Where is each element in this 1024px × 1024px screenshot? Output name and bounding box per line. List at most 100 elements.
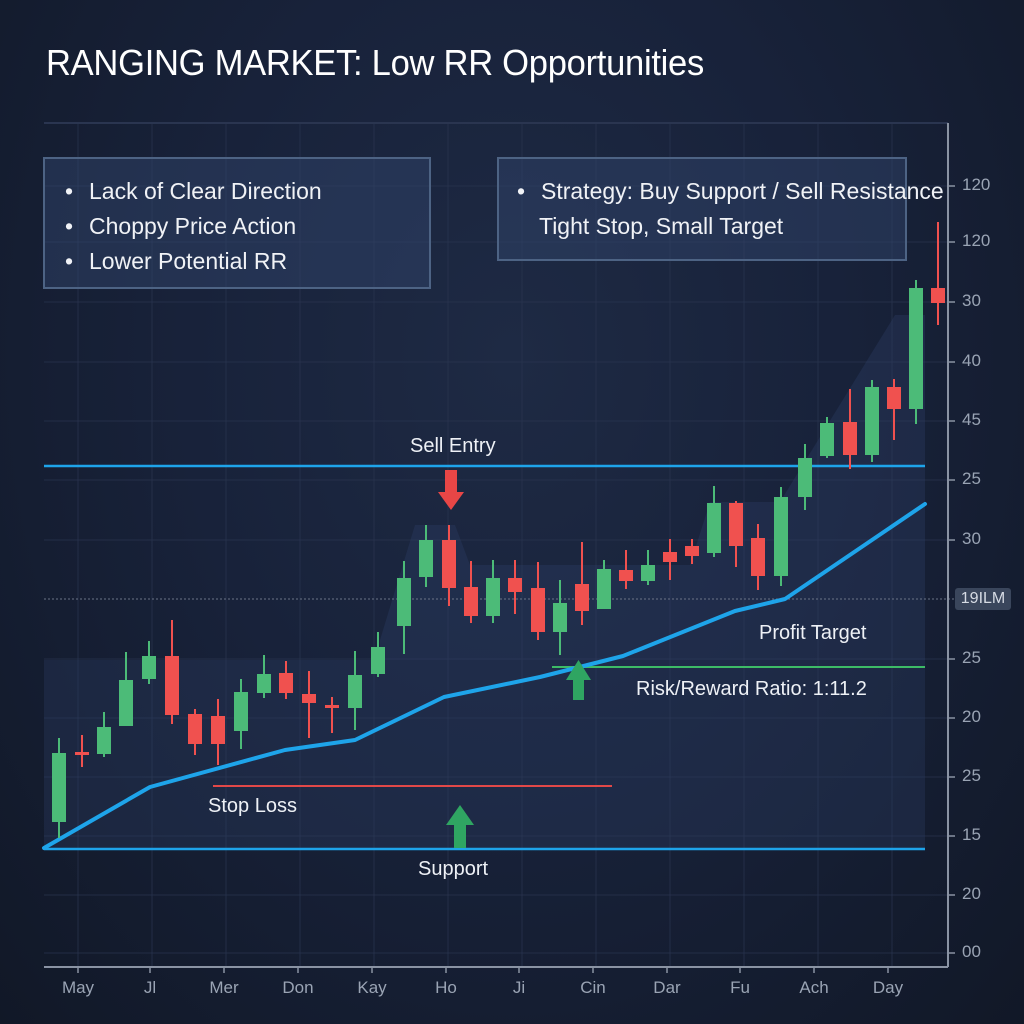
candle-body [119, 680, 133, 726]
range-band [44, 660, 925, 850]
bear-candle [575, 542, 589, 625]
candle-body [371, 647, 385, 674]
bear-candle [442, 525, 456, 606]
bull-candle [234, 679, 248, 749]
axes [44, 123, 955, 973]
risk-reward-label: Risk/Reward Ratio: 1:11.2 [636, 678, 867, 700]
y-tick-label: 25 [962, 469, 981, 488]
candle-body [279, 673, 293, 693]
y-tick-label: 25 [962, 648, 981, 667]
candle-body [843, 422, 857, 455]
candle-body [751, 538, 765, 576]
bull-candle [774, 487, 788, 586]
bull-candle [119, 652, 133, 726]
candle-body [865, 387, 879, 455]
candle-body [597, 569, 611, 609]
y-tick-label: 20 [962, 707, 981, 726]
info-box-characteristics: • Lack of Clear Direction • Choppy Price A… [43, 157, 431, 289]
candle-body [729, 503, 743, 546]
candle-body [575, 584, 589, 611]
candle-body [211, 716, 225, 744]
support-arrow-up-icon [446, 805, 474, 848]
bear-candle [165, 620, 179, 724]
info-item: • Choppy Price Action [65, 213, 297, 239]
candle-body [707, 503, 721, 553]
bear-candle [663, 539, 677, 580]
candle-body [619, 570, 633, 581]
candle-body [52, 753, 66, 822]
candle-body [97, 727, 111, 754]
bull-candle [142, 641, 156, 684]
bull-candle [348, 651, 362, 730]
bull-candle [97, 712, 111, 757]
candle-body [774, 497, 788, 576]
y-tick-label: 120 [962, 175, 991, 194]
candle-body [887, 387, 901, 409]
y-tick-label: 00 [962, 942, 981, 961]
candles [52, 222, 945, 838]
x-tick-label: Ho [435, 978, 457, 997]
range-shading [44, 315, 925, 850]
candle-body [419, 540, 433, 577]
x-tick-label: Ach [799, 978, 829, 997]
bull-candle [707, 486, 721, 557]
candle-body [820, 423, 834, 456]
candle-body [685, 546, 699, 556]
bear-candle [325, 697, 339, 733]
y-tick-label: 15 [962, 825, 981, 844]
bear-candle [843, 389, 857, 469]
sell-entry-label: Sell Entry [410, 435, 496, 457]
price-area [380, 315, 925, 660]
y-tick-label: 120 [962, 231, 991, 250]
current-price-tag: 19ILM [955, 588, 1011, 610]
x-tick-label: Fu [730, 978, 750, 997]
candle-body [325, 705, 339, 708]
bear-candle [464, 561, 478, 623]
y-tick-label: 40 [962, 351, 981, 370]
bear-candle [729, 501, 743, 567]
x-tick-label: May [61, 978, 95, 997]
info-item: Tight Stop, Small Target [539, 213, 784, 239]
bull-candle [553, 580, 567, 655]
bear-candle [931, 222, 945, 325]
x-tick-label: Day [872, 978, 904, 997]
trend-line-path [42, 502, 927, 850]
bull-candle [486, 560, 500, 623]
bull-candle [371, 632, 385, 677]
candle-body [348, 675, 362, 708]
candle-body [257, 674, 271, 693]
candle-body [188, 714, 202, 744]
x-tick-label: Cin [580, 978, 606, 997]
stop-loss-label: Stop Loss [208, 795, 297, 817]
candle-body [553, 603, 567, 632]
bull-candle [820, 417, 834, 458]
support-label: Support [418, 858, 489, 880]
grid-lines [44, 122, 948, 966]
bull-candle [397, 561, 411, 654]
bear-candle [211, 699, 225, 765]
info-box-strategy: • Strategy: Buy Support / Sell Resistance… [497, 157, 944, 261]
x-tick-label: Dar [653, 978, 681, 997]
y-tick-label: 25 [962, 766, 981, 785]
bull-candle [798, 444, 812, 510]
candle-body [641, 565, 655, 581]
x-tick-label: Ji [512, 978, 526, 997]
price-levels [44, 464, 955, 851]
bear-candle [531, 562, 545, 640]
candle-body [798, 458, 812, 497]
bull-candle [257, 655, 271, 698]
bear-candle [188, 709, 202, 755]
candle-body [909, 288, 923, 409]
candle-body [165, 656, 179, 715]
x-tick-label: Don [282, 978, 314, 997]
bear-candle [685, 539, 699, 564]
y-tick-label: 45 [962, 410, 981, 429]
y-tick-label: 30 [962, 529, 981, 548]
candle-body [931, 288, 945, 303]
candle-body [663, 552, 677, 562]
bull-candle [909, 280, 923, 424]
bear-candle [751, 524, 765, 590]
profit-target-label: Profit Target [759, 622, 867, 644]
candle-body [508, 578, 522, 592]
